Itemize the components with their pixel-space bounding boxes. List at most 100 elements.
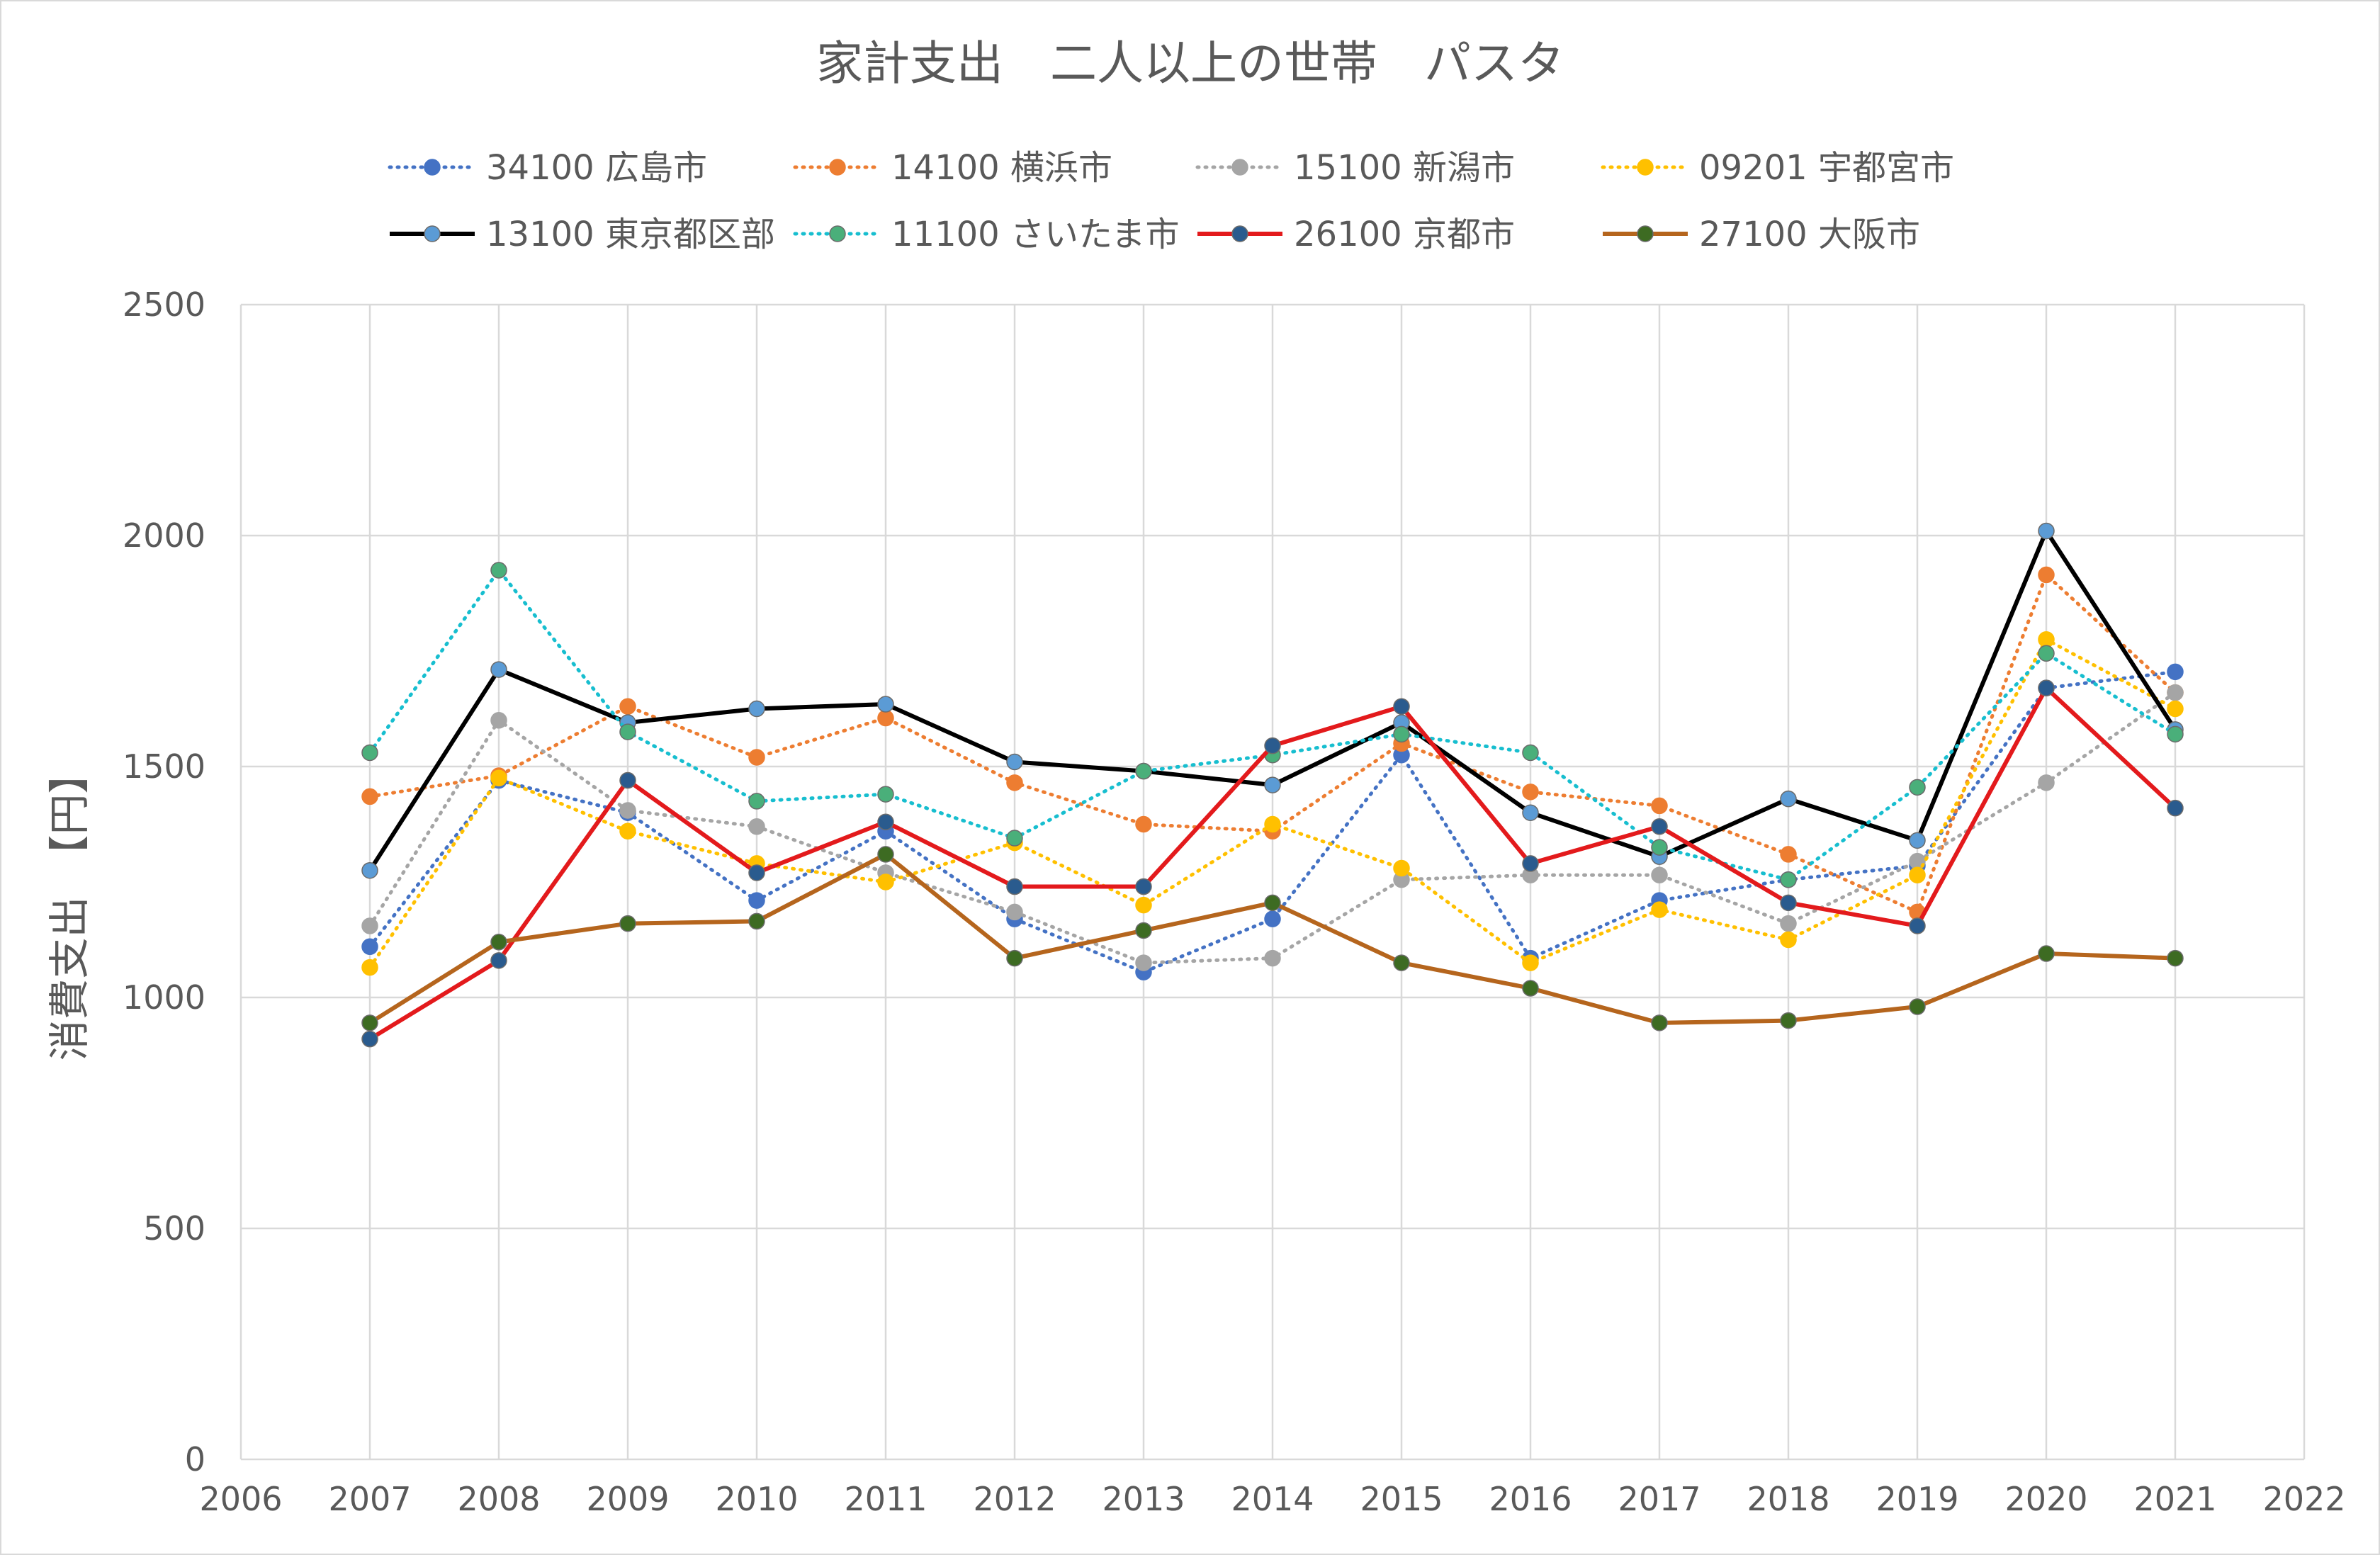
legend-item: 09201 宇都宮市: [1601, 148, 1954, 188]
legend-marker: [829, 225, 846, 242]
data-point: [1135, 762, 1152, 780]
y-tick-label: 1500: [123, 747, 205, 786]
legend-marker: [424, 159, 441, 176]
data-point: [1909, 917, 1926, 934]
series-line: [368, 669, 2177, 974]
x-tick-label: 2007: [328, 1480, 411, 1518]
data-point: [1006, 878, 1023, 895]
data-point: [877, 846, 894, 863]
x-tick-label: 2009: [586, 1480, 669, 1518]
y-tick-label: 2500: [123, 285, 205, 324]
legend-item: 34100 広島市: [388, 148, 707, 188]
data-point: [748, 892, 765, 909]
data-point: [2038, 631, 2055, 648]
legend-marker: [1231, 225, 1248, 242]
data-point: [2167, 949, 2184, 967]
data-point: [361, 917, 378, 934]
legend-label: 27100 大阪市: [1699, 215, 1920, 254]
data-point: [619, 771, 636, 789]
data-point: [1006, 903, 1023, 921]
legend-label: 11100 さいたま市: [891, 215, 1180, 254]
legend-item: 15100 新潟市: [1195, 148, 1515, 188]
data-point: [490, 712, 507, 729]
legend-marker: [1637, 159, 1654, 176]
x-tick-label: 2017: [1618, 1480, 1701, 1518]
data-point: [1393, 698, 1410, 715]
data-point: [1780, 1012, 1797, 1029]
data-point: [1006, 949, 1023, 967]
gridlines: [239, 303, 2306, 1461]
data-point: [748, 793, 765, 810]
data-point: [748, 912, 765, 930]
data-point: [2038, 645, 2055, 662]
data-point: [619, 802, 636, 819]
data-point: [1006, 774, 1023, 791]
legend-item: 14100 横浜市: [793, 148, 1112, 188]
data-point: [1651, 818, 1668, 835]
data-point: [490, 769, 507, 787]
series-5: [361, 522, 2184, 879]
legend-label: 34100 広島市: [486, 148, 707, 188]
data-point: [2038, 774, 2055, 791]
data-point: [748, 818, 765, 835]
legend-label: 13100 東京都区部: [486, 215, 775, 254]
data-point: [1006, 753, 1023, 771]
data-point: [1780, 915, 1797, 932]
legend-marker: [1637, 225, 1654, 242]
data-point: [877, 786, 894, 803]
data-point: [877, 873, 894, 890]
data-point: [1909, 866, 1926, 883]
data-point: [1909, 779, 1926, 796]
data-point: [1393, 954, 1410, 971]
data-point: [1522, 954, 1539, 971]
data-point: [2038, 945, 2055, 962]
series-group: [361, 522, 2184, 1048]
data-point: [877, 813, 894, 830]
x-tick-label: 2011: [844, 1480, 927, 1518]
data-point: [1651, 839, 1668, 856]
data-point: [1264, 815, 1281, 833]
x-tick-label: 2015: [1360, 1480, 1443, 1518]
y-tick-label: 0: [185, 1440, 205, 1478]
legend-item: 13100 東京都区部: [390, 215, 775, 254]
series-4: [361, 631, 2184, 976]
data-point: [2167, 684, 2184, 701]
data-point: [490, 661, 507, 678]
y-tick-label: 1000: [123, 978, 205, 1017]
x-tick-label: 2019: [1876, 1480, 1958, 1518]
data-point: [1522, 980, 1539, 997]
data-point: [1135, 922, 1152, 939]
x-tick-label: 2006: [199, 1480, 282, 1518]
data-point: [361, 861, 378, 879]
data-point: [877, 696, 894, 713]
data-point: [1393, 725, 1410, 743]
data-point: [490, 934, 507, 951]
data-point: [1264, 776, 1281, 793]
data-point: [361, 959, 378, 976]
y-axis-label: 消費支出 【円】: [45, 752, 94, 1061]
data-point: [1264, 910, 1281, 927]
legend-label: 09201 宇都宮市: [1699, 148, 1954, 188]
data-point: [1264, 894, 1281, 912]
legend: 34100 広島市 14100 横浜市 15100 新潟市 09201 宇都宮市 131…: [388, 148, 1954, 254]
data-point: [490, 952, 507, 969]
legend-label: 15100 新潟市: [1294, 148, 1515, 188]
chart-title: 家計支出 二人以上の世帯 パスタ: [816, 36, 1564, 91]
x-tick-label: 2012: [973, 1480, 1056, 1518]
data-point: [1522, 855, 1539, 872]
data-point: [619, 698, 636, 715]
data-point: [2167, 725, 2184, 743]
data-point: [2038, 522, 2055, 540]
data-point: [1780, 931, 1797, 949]
data-point: [1006, 830, 1023, 847]
data-point: [2167, 663, 2184, 681]
y-tick-label: 2000: [123, 516, 205, 555]
x-tick-label: 2013: [1102, 1480, 1185, 1518]
data-point: [619, 723, 636, 740]
data-point: [1780, 871, 1797, 888]
x-tick-label: 2021: [2133, 1480, 2216, 1518]
data-point: [619, 822, 636, 840]
legend-marker: [424, 225, 441, 242]
x-tick-label: 2016: [1489, 1480, 1572, 1518]
